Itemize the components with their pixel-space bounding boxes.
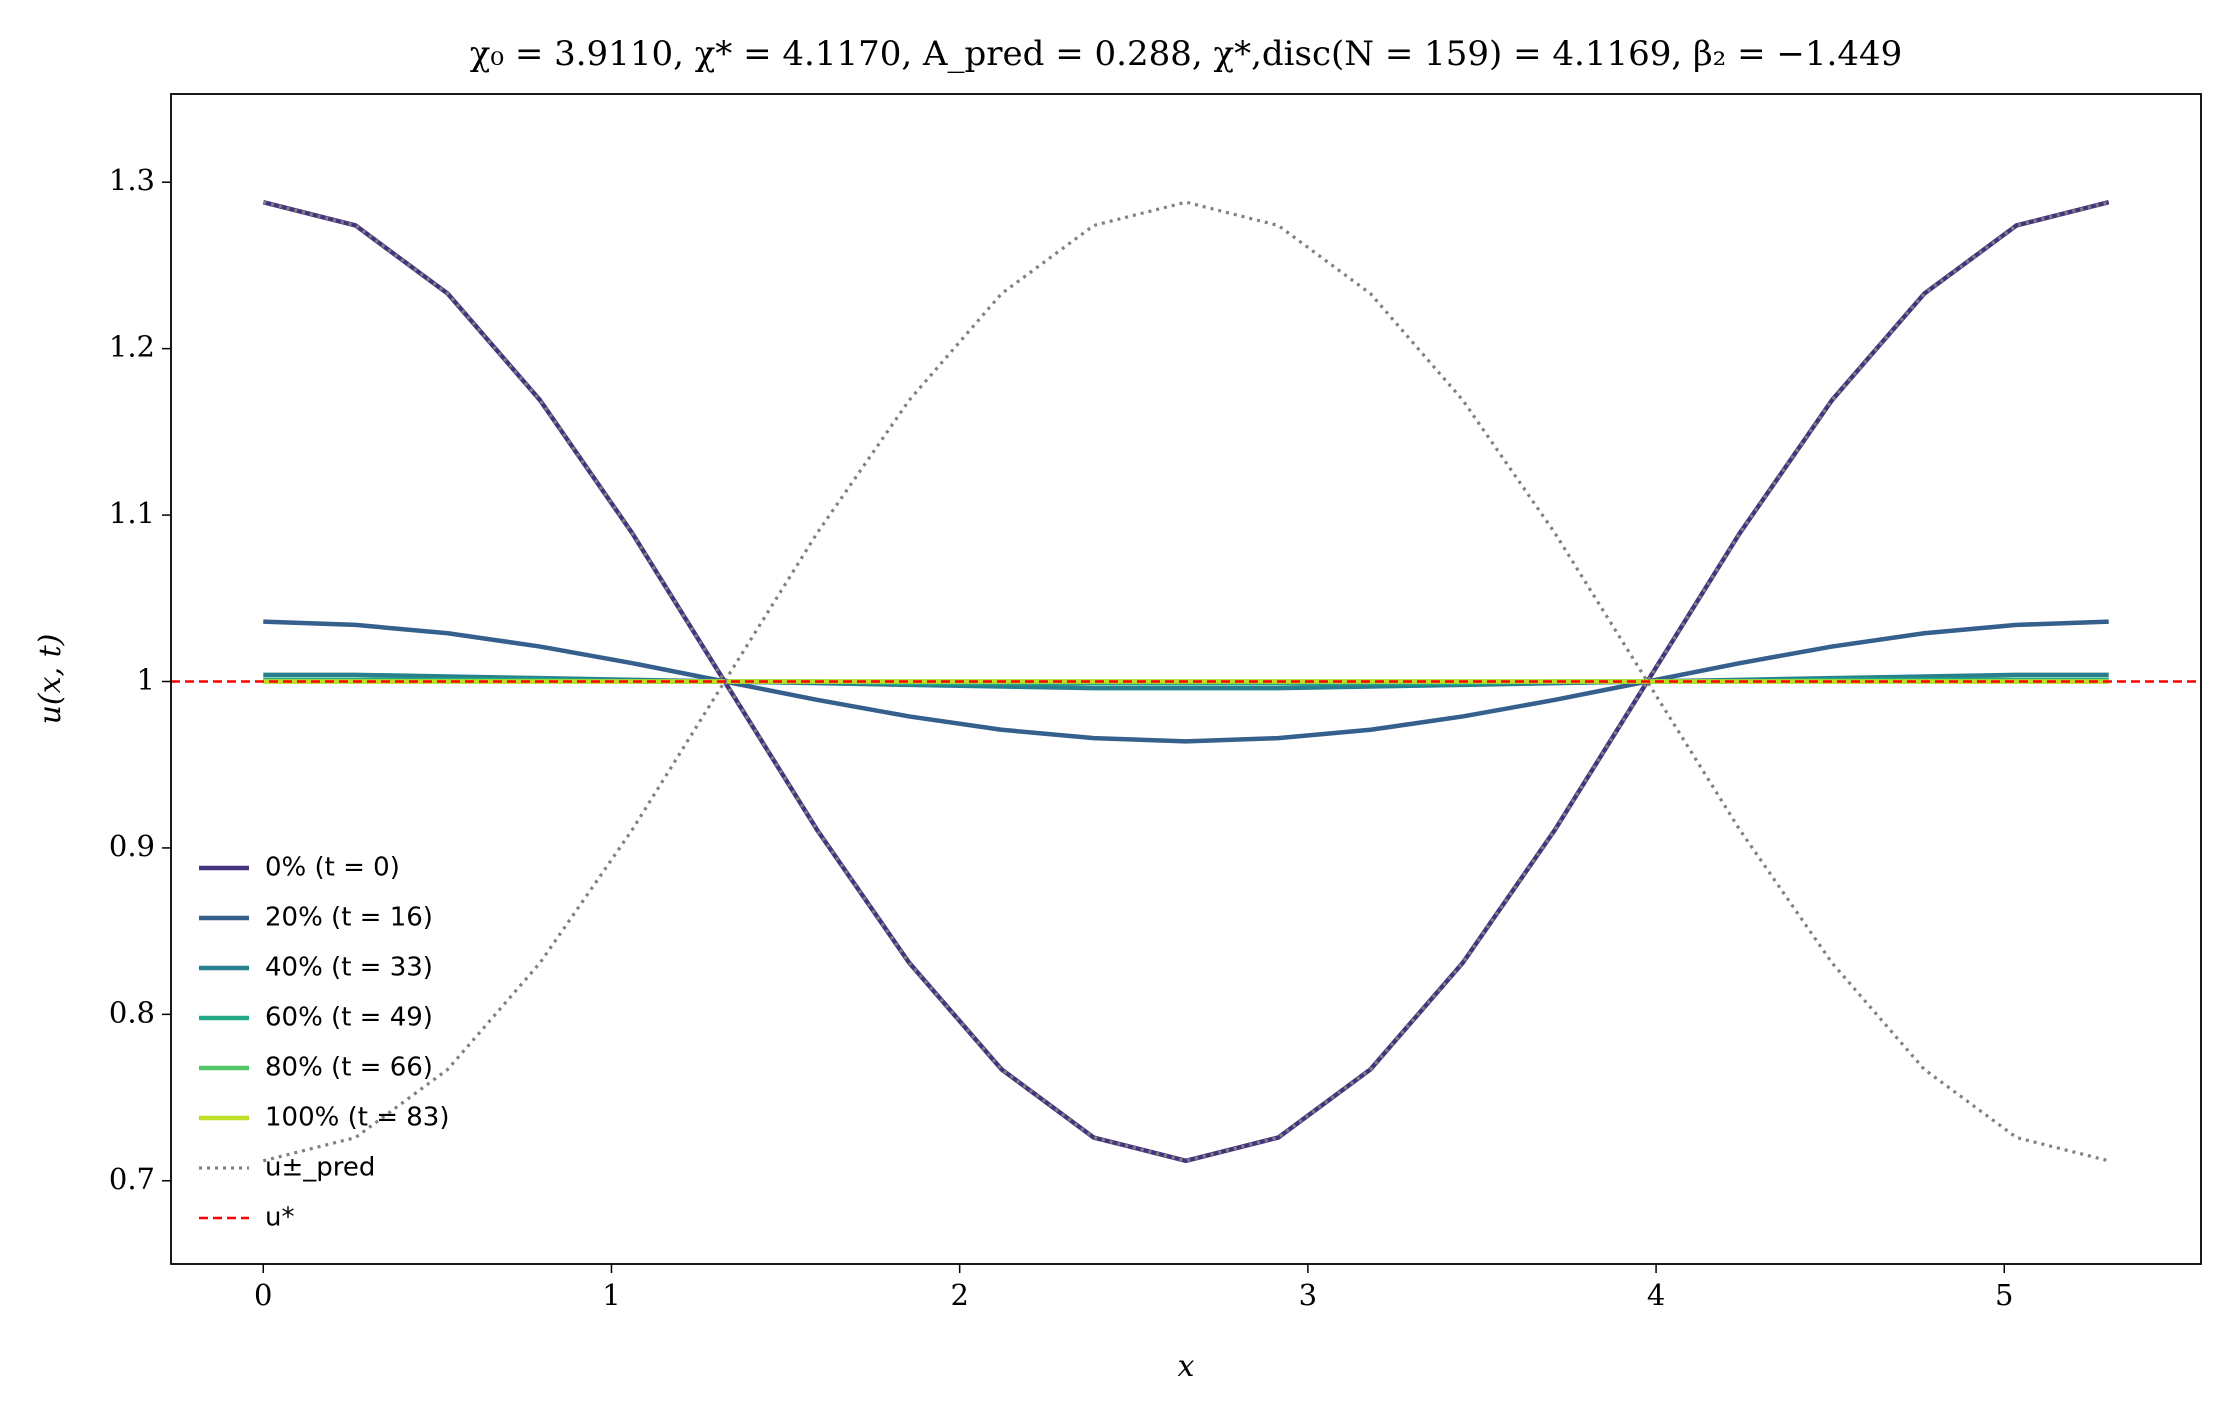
bound-line [262,200,2110,1163]
y-tick-label: 0.7 [109,1162,155,1196]
x-tick-label: 5 [1995,1278,2013,1312]
x-axis-label: x [1178,1349,1195,1384]
y-tick-label: 1.2 [109,330,155,364]
x-tick-label: 0 [254,1278,272,1312]
axes-frame [170,93,2202,1265]
x-tick-label: 4 [1647,1278,1665,1312]
x-tick-label: 3 [1299,1278,1317,1312]
legend-label: 60% (t = 49) [265,1003,433,1033]
legend-label: u* [265,1203,294,1233]
y-tick-label: 1.3 [109,163,155,197]
x-tick-label: 1 [602,1278,620,1312]
series-line [263,619,2109,744]
legend-label: 40% (t = 33) [265,953,433,983]
chart-title: χ₀ = 3.9110, χ* = 4.1170, A_pred = 0.288… [470,34,1902,74]
y-tick-label: 1.1 [109,496,155,530]
y-tick-label: 0.9 [109,829,155,863]
legend-label: 80% (t = 66) [265,1053,433,1083]
bound-line [262,200,2110,1163]
y-tick-label: 0.8 [109,995,155,1029]
legend-label: 0% (t = 0) [265,853,400,883]
legend-label: 20% (t = 16) [265,903,433,933]
legend: 0% (t = 0) 20% (t = 16) 40% (t = 33) 60% (t… [199,853,449,1233]
legend-label: 100% (t = 83) [265,1103,449,1133]
y-axis-label: u(x, t) [33,634,68,725]
y-tick-label: 1 [137,662,155,696]
plot-area [171,199,2201,1164]
x-tick-label: 2 [950,1278,968,1312]
legend-label: u±_pred [265,1153,375,1183]
